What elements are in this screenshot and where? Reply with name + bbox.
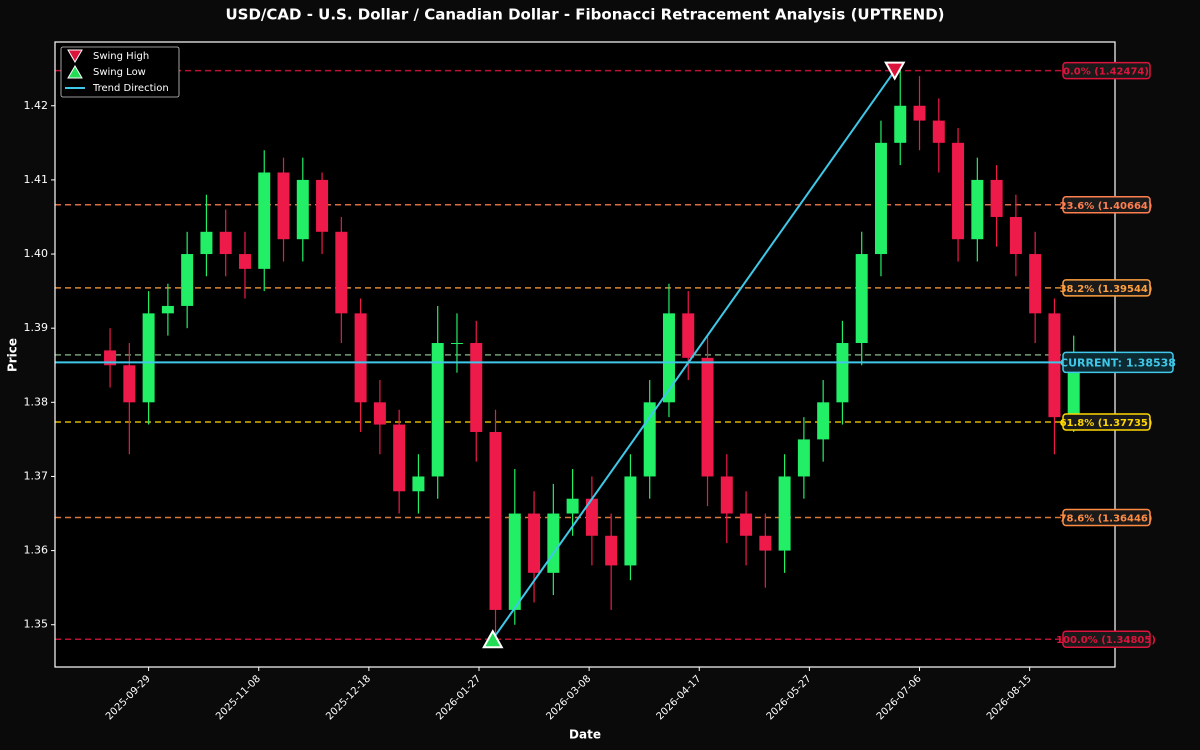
candle-body: [277, 172, 290, 240]
legend-label: Trend Direction: [92, 83, 169, 94]
candle-body: [1048, 313, 1061, 418]
y-tick-label: 1.42: [24, 99, 49, 112]
candle-body: [836, 343, 849, 403]
candle-body: [855, 254, 868, 344]
candle-body: [200, 231, 213, 255]
fib-level-label-group: 78.6% (1.36446): [1060, 508, 1153, 527]
candle-body: [971, 179, 984, 240]
y-tick-label: 1.38: [24, 395, 49, 408]
candle-body: [219, 231, 232, 255]
candle-body: [470, 343, 483, 432]
chart-title: USD/CAD - U.S. Dollar / Canadian Dollar …: [226, 6, 945, 24]
candle-body: [335, 231, 348, 314]
candle-body: [489, 431, 502, 610]
candle-body: [354, 313, 367, 403]
fib-level-label-group: 23.6% (1.40664): [1060, 196, 1153, 214]
fib-level-label-box: [1062, 630, 1151, 648]
candle-body: [508, 513, 521, 610]
swing-low-marker: [482, 629, 504, 649]
current-price-box: [1062, 351, 1174, 374]
fib-level-label-box: [1062, 196, 1151, 214]
y-tick-label: 1.40: [24, 247, 49, 260]
candle-body: [528, 513, 541, 573]
y-tick-label: 1.41: [24, 173, 49, 186]
legend-box: [60, 46, 180, 98]
candle-body: [990, 179, 1003, 217]
candle-body: [701, 357, 714, 477]
candle-body: [720, 476, 733, 514]
candle-body: [373, 402, 386, 425]
fib-level-label: 38.2% (1.39544): [1060, 284, 1153, 295]
y-axis-label: Price: [6, 338, 20, 372]
candle-body: [258, 172, 271, 269]
fib-level-label-group: 61.8% (1.37735): [1060, 413, 1153, 431]
candle-body: [662, 313, 675, 403]
candle-body: [547, 513, 560, 573]
candle-body: [817, 402, 830, 440]
candle-body: [123, 365, 136, 403]
candle-body: [1067, 365, 1080, 418]
fib-level-label-group: 100.0% (1.34805): [1056, 630, 1156, 648]
candle-body: [952, 142, 965, 240]
candle-body: [913, 105, 926, 121]
candle-body: [585, 498, 598, 536]
fib-level-label-box: [1062, 508, 1151, 527]
fib-level-label: 100.0% (1.34805): [1056, 635, 1156, 646]
fib-level-label-box: [1062, 61, 1151, 80]
candle-body: [932, 120, 945, 143]
candle-body: [740, 513, 753, 536]
fib-level-label-group: 38.2% (1.39544): [1060, 279, 1153, 297]
fib-level-label-box: [1062, 413, 1151, 431]
y-tick-label: 1.39: [24, 321, 49, 334]
candle-body: [238, 254, 251, 269]
candle-body: [643, 402, 656, 477]
candle-body: [412, 476, 425, 492]
candle-body: [797, 439, 810, 477]
candle-body: [181, 254, 194, 306]
y-tick-label: 1.36: [24, 544, 49, 557]
x-axis-label: Date: [569, 728, 601, 742]
candle-body: [874, 142, 887, 255]
candle-body: [142, 313, 155, 403]
fib-level-label: 0.0% (1.42474): [1063, 67, 1149, 78]
legend-label: Swing High: [93, 51, 149, 62]
candle-body: [1029, 254, 1042, 314]
candle-body: [624, 476, 637, 566]
legend-label: Swing Low: [93, 67, 146, 78]
candle-body: [393, 424, 406, 492]
fib-level-label-box: [1062, 279, 1151, 297]
candle-body: [605, 535, 618, 566]
fib-level-label: 61.8% (1.37735): [1060, 418, 1153, 429]
current-price-label: CURRENT: 1.38538: [1060, 356, 1176, 369]
y-tick-label: 1.35: [24, 618, 49, 631]
fib-level-label: 23.6% (1.40664): [1060, 201, 1153, 212]
candle-body: [316, 179, 329, 232]
candle-body: [566, 498, 579, 514]
candle-body: [431, 343, 444, 477]
y-tick-label: 1.37: [24, 469, 49, 482]
candle-body: [682, 313, 695, 358]
legend-swing-high-icon: [67, 49, 83, 63]
swing-high-marker: [884, 61, 906, 81]
candle-body: [778, 476, 791, 551]
trend-line: [491, 70, 896, 640]
candle-body: [161, 305, 174, 314]
candle-body: [296, 179, 309, 240]
fib-level-label: 78.6% (1.36446): [1060, 514, 1153, 525]
candle-body: [759, 535, 772, 551]
fib-level-label-group: 0.0% (1.42474): [1062, 61, 1151, 80]
candle-body: [450, 343, 463, 345]
candle-body: [1009, 216, 1022, 255]
candle-body: [894, 105, 907, 143]
legend-swing-low-icon: [67, 65, 83, 79]
